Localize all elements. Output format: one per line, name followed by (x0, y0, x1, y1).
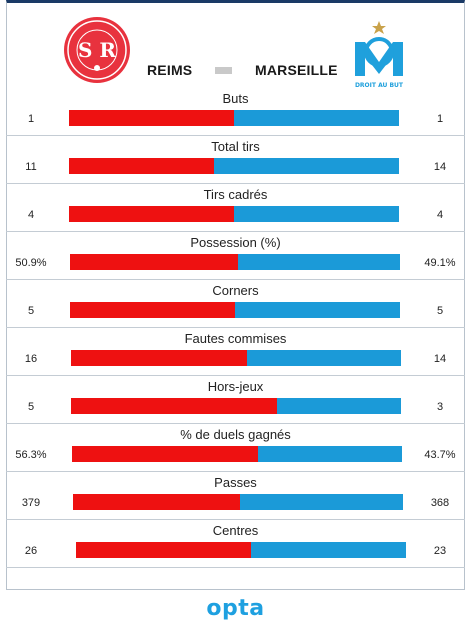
stat-row: Passes 379 368 (6, 472, 465, 520)
opta-logo: opta (206, 596, 265, 621)
away-bar-segment (214, 158, 399, 174)
stat-row: Fautes commises 16 14 (6, 328, 465, 376)
match-header: S R REIMS MARSEILLE DROIT AU BUT (0, 0, 471, 89)
comparison-bar (71, 398, 401, 414)
home-value: 16 (24, 353, 38, 365)
away-value: 23 (433, 545, 447, 557)
away-bar-segment (235, 302, 400, 318)
stat-label: Centres (212, 523, 259, 538)
home-value: 379 (21, 497, 41, 509)
stat-row: Total tirs 11 14 (6, 136, 465, 184)
home-bar-segment (70, 302, 235, 318)
home-value: 56.3% (15, 449, 47, 461)
comparison-bar (70, 302, 400, 318)
comparison-bar (71, 350, 401, 366)
marseille-crest-icon: DROIT AU BUT (355, 21, 404, 89)
home-value: 11 (25, 161, 37, 173)
footer: opta (0, 596, 471, 621)
stat-label: Total tirs (211, 139, 260, 154)
comparison-bar (69, 110, 399, 126)
stat-row: % de duels gagnés 56.3% 43.7% (6, 424, 465, 472)
stat-label: Fautes commises (184, 331, 287, 346)
stat-label: Tirs cadrés (203, 187, 268, 202)
away-team-name: MARSEILLE (255, 62, 338, 78)
stat-label: Passes (214, 475, 257, 490)
stat-row: Hors-jeux 5 3 (6, 376, 465, 424)
home-bar-segment (71, 350, 247, 366)
away-value: 1 (436, 113, 444, 125)
svg-text:DROIT AU BUT: DROIT AU BUT (355, 82, 404, 89)
home-value: 1 (27, 113, 35, 125)
away-bar-segment (234, 110, 399, 126)
away-value: 49.1% (424, 257, 456, 269)
away-bar-segment (246, 350, 401, 366)
home-bar-segment (71, 398, 278, 414)
comparison-bar (69, 158, 399, 174)
away-bar-segment (234, 206, 399, 222)
away-value: 4 (436, 209, 444, 221)
away-value: 43.7% (424, 449, 456, 461)
home-bar-segment (76, 542, 252, 558)
away-value: 14 (433, 353, 447, 365)
comparison-bar (76, 542, 406, 558)
stat-label: Corners (212, 283, 259, 298)
home-bar-segment (73, 494, 241, 510)
away-bar-segment (251, 542, 406, 558)
home-bar-segment (69, 110, 234, 126)
comparison-bar (69, 206, 399, 222)
stat-row: Buts 1 1 (6, 88, 465, 136)
home-value: 5 (27, 401, 35, 413)
away-bar-segment (240, 494, 403, 510)
stat-row: Centres 26 23 (6, 520, 465, 568)
comparison-bar (72, 446, 402, 462)
home-value: 4 (27, 209, 35, 221)
home-value: 5 (27, 305, 35, 317)
stat-row: Corners 5 5 (6, 280, 465, 328)
stat-label: % de duels gagnés (180, 427, 291, 442)
vs-separator (215, 67, 232, 74)
comparison-bar (70, 254, 400, 270)
stat-label: Hors-jeux (207, 379, 264, 394)
away-value: 14 (433, 161, 447, 173)
svg-text:S R: S R (78, 38, 116, 62)
stat-label: Possession (%) (190, 235, 281, 250)
home-value: 26 (24, 545, 38, 557)
away-value: 3 (436, 401, 444, 413)
comparison-bar (73, 494, 403, 510)
away-bar-segment (257, 446, 402, 462)
stat-label: Buts (222, 91, 249, 106)
home-team-name: REIMS (147, 62, 193, 78)
home-bar-segment (69, 206, 234, 222)
reims-crest-icon: S R (64, 17, 130, 83)
stats-panel (6, 0, 465, 590)
stats-list: Buts 1 1 Total tirs 11 14 Tirs cadrés 4 4 Possess… (6, 88, 465, 568)
stat-row: Tirs cadrés 4 4 (6, 184, 465, 232)
away-bar-segment (277, 398, 401, 414)
away-value: 368 (430, 497, 450, 509)
away-value: 5 (436, 305, 444, 317)
away-bar-segment (237, 254, 400, 270)
home-bar-segment (70, 254, 238, 270)
home-bar-segment (72, 446, 258, 462)
home-value: 50.9% (15, 257, 47, 269)
stat-row: Possession (%) 50.9% 49.1% (6, 232, 465, 280)
home-bar-segment (69, 158, 215, 174)
